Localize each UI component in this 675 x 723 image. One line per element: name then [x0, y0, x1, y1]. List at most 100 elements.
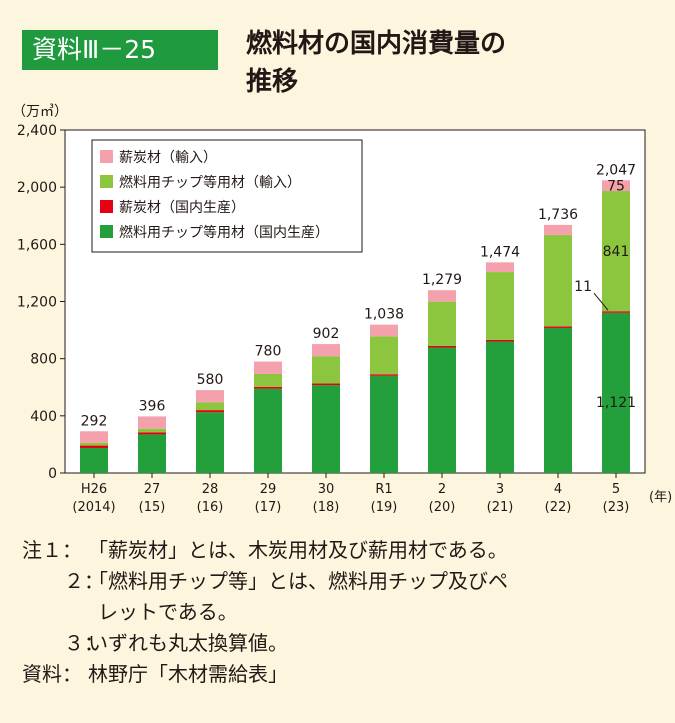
- x-tick-label: 30: [318, 482, 335, 497]
- legend-label: 薪炭材（国内生産）: [119, 200, 245, 216]
- x-tick-label: 27: [144, 482, 161, 497]
- total-label: 2,047: [596, 162, 636, 178]
- source-text: 林野庁「木材需給表」: [88, 662, 288, 686]
- note-3-label: ３：: [64, 631, 104, 655]
- value-label-domestic-chip: 1,121: [596, 395, 636, 411]
- total-label: 1,474: [480, 244, 520, 260]
- bar-segment-s3-c2: [196, 390, 224, 403]
- legend-swatch: [100, 175, 113, 188]
- note-1-label: 注１：: [22, 538, 82, 562]
- bar-segment-s3-c6: [428, 290, 456, 302]
- bar-segment-s3-c9: [602, 180, 630, 192]
- legend-label: 燃料用チップ等用材（国内生産）: [119, 224, 329, 241]
- bar-segment-s3-c0: [80, 431, 108, 443]
- value-label-imported-chip: 841: [603, 244, 630, 260]
- x-tick-label: 28: [202, 482, 219, 497]
- x-tick-sublabel: (15): [139, 500, 166, 515]
- bar-segment-s3-c1: [138, 416, 166, 429]
- note-3-text: いずれも丸太換算値。: [88, 631, 288, 655]
- bar-segment-s2-c4: [312, 356, 340, 384]
- x-tick-sublabel: (18): [313, 500, 340, 515]
- note-2-text-cont: レットである。: [98, 600, 238, 624]
- x-tick-sublabel: (20): [429, 500, 456, 515]
- legend-box: [91, 139, 363, 253]
- total-label: 902: [313, 326, 340, 342]
- bar-segment-s1-c6: [428, 345, 456, 348]
- bar-segment-s3-c5: [370, 324, 398, 337]
- x-tick-sublabel: (19): [371, 500, 398, 515]
- total-label: 292: [81, 413, 108, 429]
- y-tick-label: 1,200: [17, 295, 57, 311]
- x-tick-label: R1: [375, 482, 392, 497]
- bar-segment-s0-c3: [254, 388, 282, 473]
- value-label-domestic-fuelwood: 11: [574, 279, 592, 295]
- legend-swatch: [100, 150, 113, 163]
- note-1-text: 「薪炭材」とは、木炭用材及び薪用材である。: [88, 538, 508, 562]
- x-unit-label: (年): [649, 490, 672, 505]
- legend-label: 薪炭材（輸入）: [119, 150, 217, 166]
- chart-title-line-1: 燃料材の国内消費量の: [246, 29, 507, 59]
- chart-title: 燃料材の国内消費量の 推移: [246, 25, 506, 101]
- bar-segment-s2-c9: [602, 191, 630, 312]
- bar-segment-s2-c7: [486, 272, 514, 340]
- x-tick-sublabel: (16): [197, 500, 224, 515]
- legend-swatch: [100, 200, 113, 213]
- y-tick-label: 2,400: [17, 123, 57, 139]
- bar-segment-s1-c0: [80, 445, 108, 448]
- bar-segment-s2-c5: [370, 336, 398, 375]
- y-tick-label: 2,000: [17, 180, 57, 196]
- x-tick-sublabel: (17): [255, 500, 282, 515]
- source-label: 資料：: [22, 662, 82, 686]
- bar-segment-s2-c8: [544, 234, 572, 327]
- chart-title-line-2: 推移: [246, 67, 299, 97]
- x-tick-label: 3: [496, 482, 504, 497]
- total-label: 1,736: [538, 207, 578, 223]
- x-tick-label: 2: [438, 482, 446, 497]
- bar-segment-s2-c0: [80, 442, 108, 446]
- bar-segment-s3-c4: [312, 344, 340, 357]
- note-2-label: ２：: [64, 569, 104, 593]
- bar-segment-s1-c7: [486, 339, 514, 342]
- value-label-imported-fuelwood: 75: [607, 179, 625, 195]
- x-tick-label: 29: [260, 482, 277, 497]
- bar-segment-s1-c2: [196, 410, 224, 413]
- legend-label: 燃料用チップ等用材（輸入）: [119, 174, 301, 191]
- x-tick-sublabel: (21): [487, 500, 514, 515]
- leader-line: [593, 292, 609, 311]
- bar-segment-s0-c2: [196, 412, 224, 473]
- bar-segment-s0-c7: [486, 341, 514, 473]
- bar-segment-s0-c8: [544, 327, 572, 473]
- bar-segment-s3-c3: [254, 361, 282, 374]
- note-2-text: 「燃料用チップ等」とは、燃料用チップ及びペ: [88, 569, 508, 593]
- y-tick-label: 0: [48, 466, 57, 482]
- stacked-bar-chart: 04008001,2001,6002,0002,400（万㎥）292H26(20…: [12, 104, 672, 515]
- y-unit-label: （万㎥）: [12, 104, 68, 120]
- total-label: 780: [255, 344, 282, 360]
- bar-segment-s0-c0: [80, 447, 108, 473]
- total-label: 1,038: [364, 307, 404, 323]
- x-tick-sublabel: (23): [603, 500, 630, 515]
- y-tick-label: 1,600: [17, 237, 57, 253]
- bar-segment-s2-c3: [254, 373, 282, 387]
- bar-segment-s1-c8: [544, 326, 572, 328]
- y-tick-label: 400: [30, 409, 57, 425]
- x-tick-sublabel: (2014): [72, 500, 115, 515]
- bar-segment-s1-c1: [138, 432, 166, 435]
- bar-segment-s2-c2: [196, 402, 224, 411]
- bar-segment-s2-c6: [428, 301, 456, 346]
- bar-segment-s0-c6: [428, 347, 456, 473]
- total-label: 396: [139, 398, 166, 414]
- bar-segment-s1-c3: [254, 386, 282, 389]
- total-label: 580: [197, 372, 224, 388]
- x-tick-label: H26: [81, 482, 107, 497]
- bar-segment-s0-c5: [370, 375, 398, 473]
- x-tick-sublabel: (22): [545, 500, 572, 515]
- x-tick-label: 5: [612, 482, 620, 497]
- total-label: 1,279: [422, 272, 462, 288]
- bar-segment-s1-c9: [602, 311, 630, 313]
- bar-segment-s3-c8: [544, 224, 572, 235]
- bar-segment-s1-c4: [312, 383, 340, 386]
- bar-segment-s1-c5: [370, 374, 398, 376]
- legend-swatch: [100, 225, 113, 238]
- y-tick-label: 800: [30, 352, 57, 368]
